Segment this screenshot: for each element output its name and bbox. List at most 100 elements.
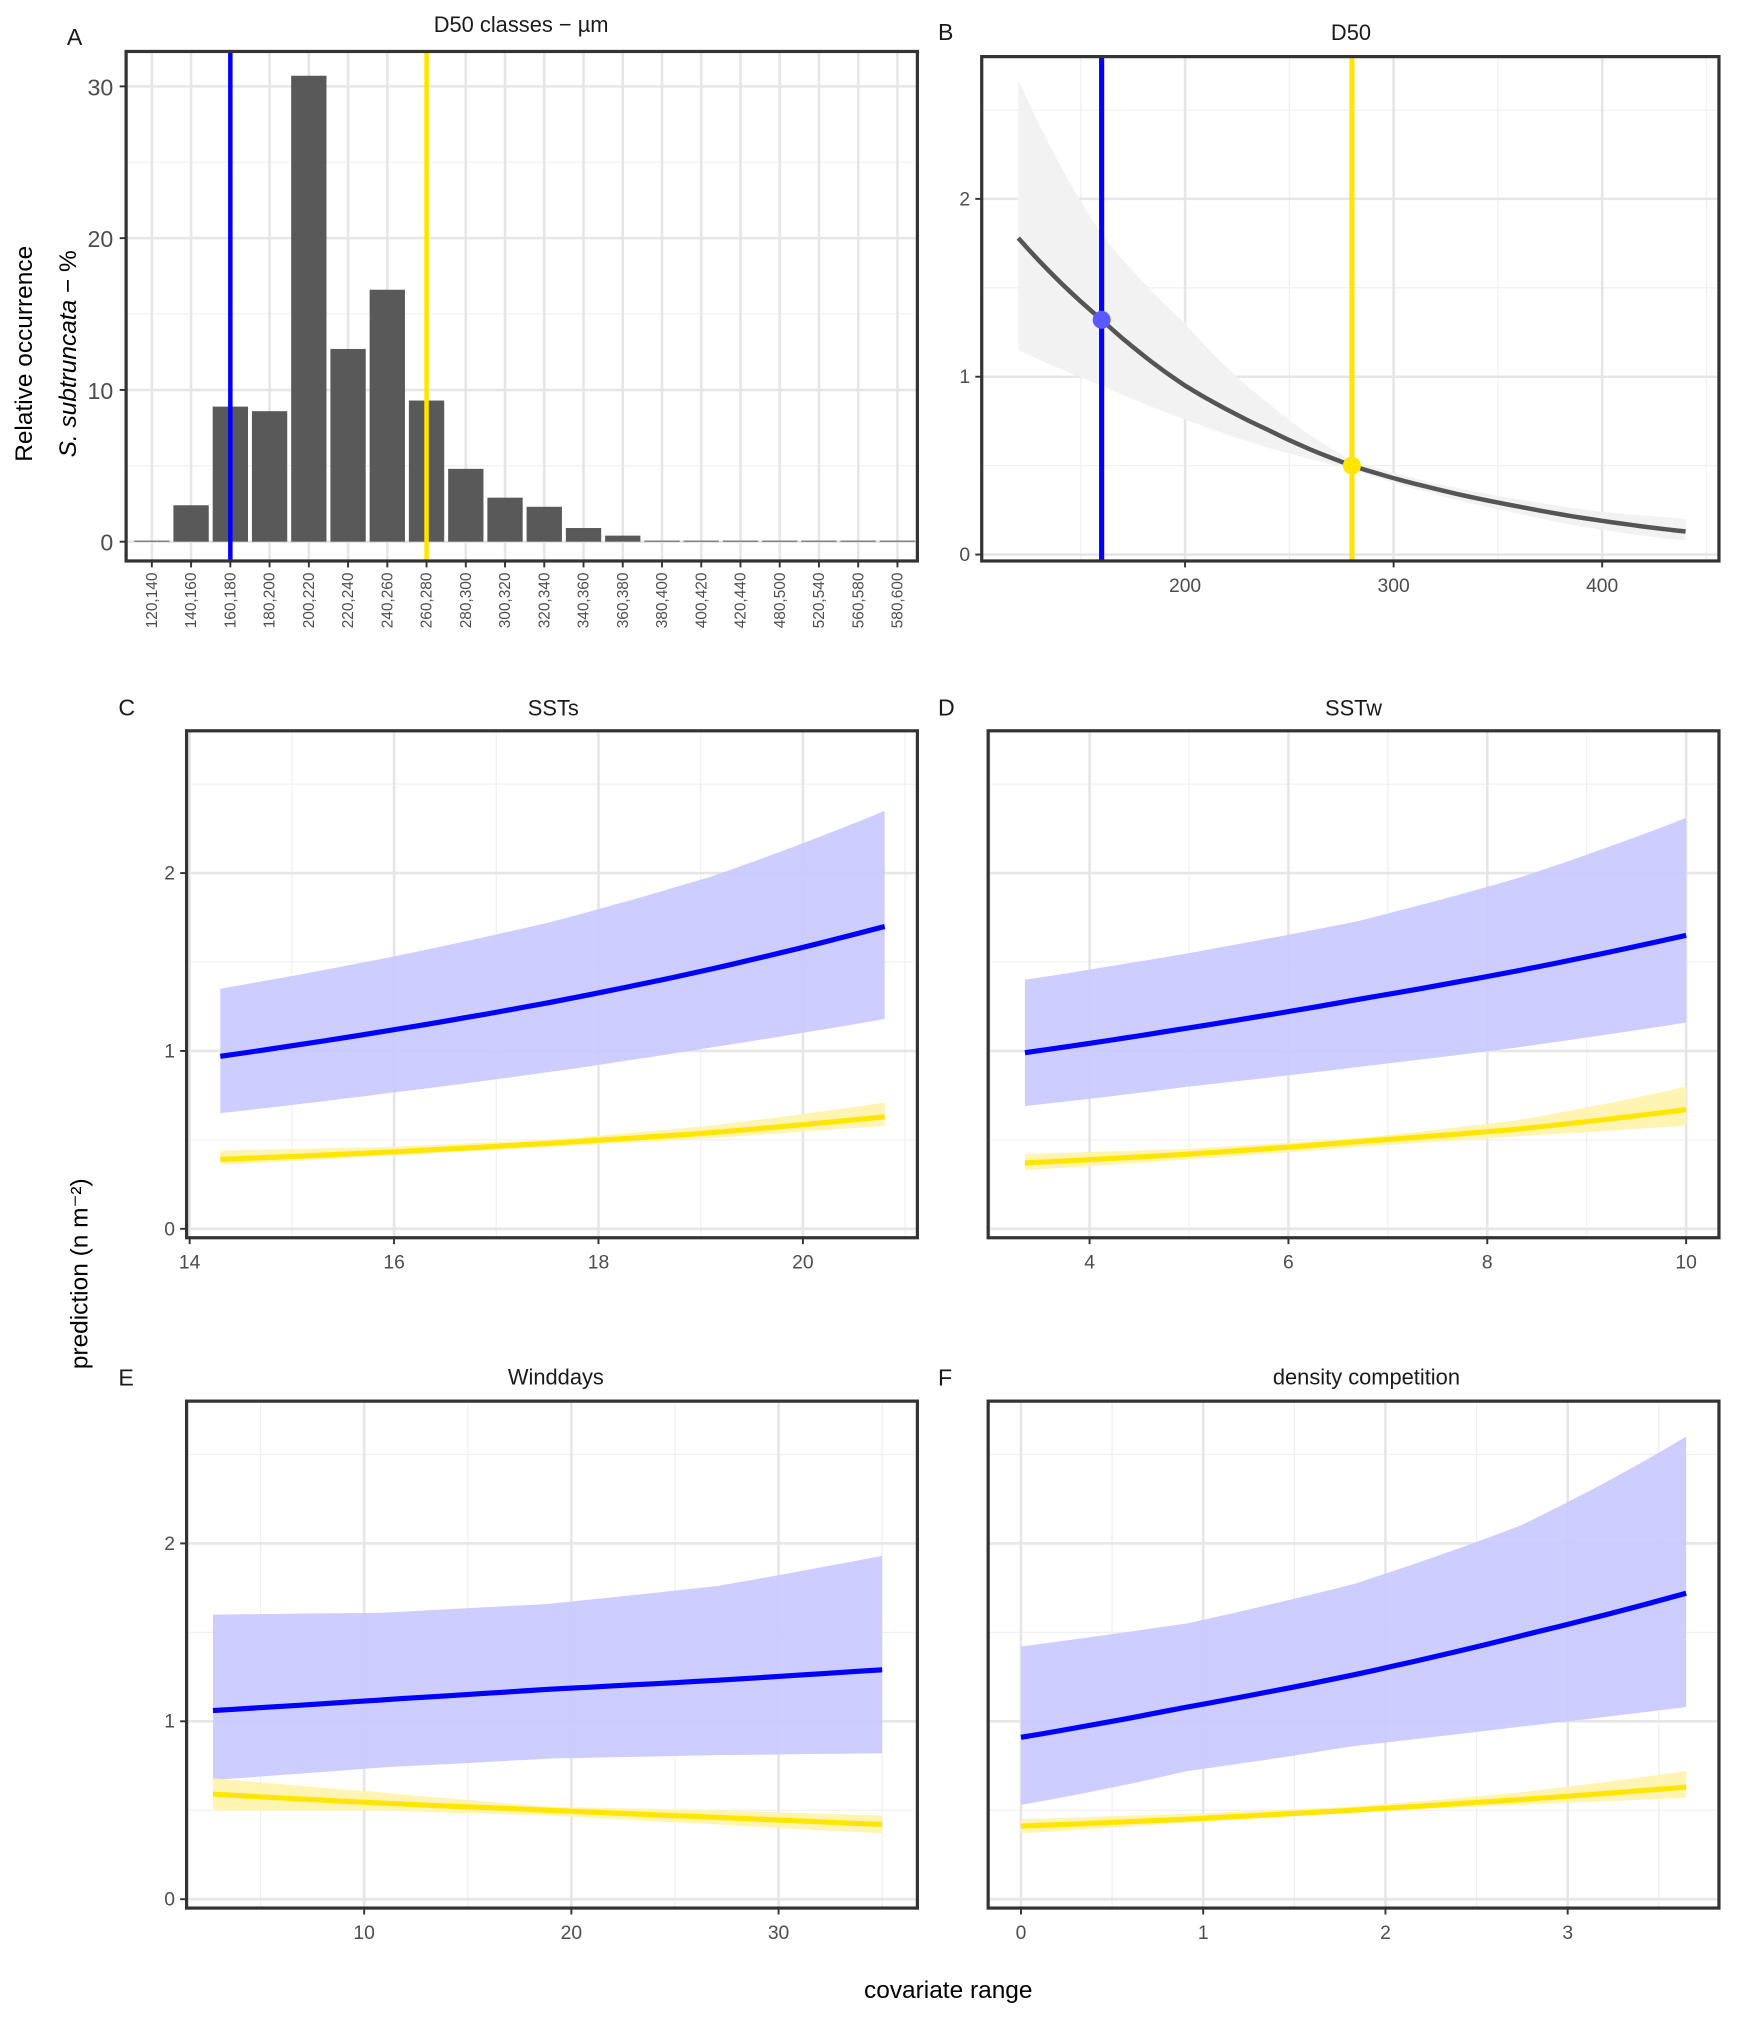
shared-y-axis-label: prediction (n m⁻²) xyxy=(67,1178,94,1369)
point-blue xyxy=(1092,310,1111,329)
bar-400-420 xyxy=(683,540,719,542)
y-tick-label: 0 xyxy=(100,530,113,556)
x-tick-label: 300 xyxy=(1378,576,1410,597)
point-yellow xyxy=(1342,456,1361,475)
blue-confidence-band xyxy=(220,810,885,1114)
y-tick-label: 10 xyxy=(88,378,114,404)
panel-b-title: D50 xyxy=(1331,20,1371,45)
x-tick-label: 8 xyxy=(1482,1253,1493,1274)
x-tick-label: 560,580 xyxy=(850,573,867,629)
bar-180-200 xyxy=(251,411,288,542)
bar-340-360 xyxy=(565,528,602,542)
bar-580-600 xyxy=(879,540,916,542)
panel-f-title: density competition xyxy=(1273,1364,1460,1389)
y-tick-label: 1 xyxy=(164,1712,175,1733)
x-tick-label: 280,300 xyxy=(458,573,475,629)
x-tick-label: 10 xyxy=(1675,1253,1696,1274)
panel-a-ylabel-line1: Relative occurrence xyxy=(11,246,38,462)
panel-letter-c: C xyxy=(118,694,135,720)
yellow-confidence-band xyxy=(1024,1086,1687,1171)
y-tick-label: 20 xyxy=(88,226,114,252)
x-tick-label: 360,380 xyxy=(615,573,632,629)
x-tick-label: 160,180 xyxy=(222,573,239,629)
y-tick-label: 0 xyxy=(164,1890,175,1911)
bar-560-580 xyxy=(840,540,876,542)
blue-fit-line xyxy=(1024,932,1687,1056)
yellow-fit-line xyxy=(212,1791,883,1828)
panel-border xyxy=(184,1399,919,1910)
panel-a: 0 10 20 30 120,140 140,160 160,180 180,200 200,2… xyxy=(88,49,919,629)
x-tick-label: 14 xyxy=(179,1253,201,1274)
panel-letter-a: A xyxy=(67,24,83,50)
x-tick-label: 3 xyxy=(1562,1923,1573,1944)
panel-border xyxy=(124,49,919,563)
panel-c-title: SSTs xyxy=(528,695,579,720)
panel-d-title: SSTw xyxy=(1325,695,1382,720)
x-tick-label: 380,400 xyxy=(654,573,671,629)
bar-120-140 xyxy=(134,540,170,542)
x-tick-label: 400,420 xyxy=(693,573,710,629)
x-tick-label: 240,260 xyxy=(379,573,396,629)
blue-fit-line xyxy=(219,924,886,1059)
x-tick-label: 1 xyxy=(1198,1923,1209,1944)
x-tick-label: 0 xyxy=(1016,1923,1027,1944)
panel-e: 10 20 30 0 1 2 xyxy=(164,1399,919,1944)
x-tick-label: 16 xyxy=(383,1253,404,1274)
x-tick-label: 320,340 xyxy=(536,573,553,629)
x-tick-label: 120,140 xyxy=(144,573,161,629)
confidence-band xyxy=(1018,79,1686,541)
yellow-fit-line xyxy=(220,1114,885,1163)
bar-520-540 xyxy=(801,540,837,542)
panel-border xyxy=(980,55,1721,563)
x-tick-label: 200,220 xyxy=(301,573,318,629)
ylabel-suffix: − % xyxy=(55,250,82,300)
panel-letter-f: F xyxy=(938,1365,952,1391)
panel-letter-d: D xyxy=(938,694,955,720)
bar-280-300 xyxy=(448,468,484,542)
panel-d: 4 6 8 10 xyxy=(986,729,1721,1274)
x-tick-label: 10 xyxy=(353,1923,374,1944)
x-tick-label: 180,200 xyxy=(262,573,279,629)
blue-fit-line xyxy=(212,1667,883,1714)
blue-fit-line xyxy=(1020,1590,1687,1740)
blue-confidence-band xyxy=(212,1555,883,1781)
x-tick-label: 30 xyxy=(768,1923,789,1944)
bar-240-260 xyxy=(369,289,405,542)
yellow-confidence-band xyxy=(212,1778,883,1834)
x-tick-label: 340,360 xyxy=(576,573,593,629)
x-tick-label: 580,600 xyxy=(890,573,907,629)
panel-border xyxy=(986,1399,1721,1910)
panel-border xyxy=(986,729,1721,1240)
x-tick-label: 6 xyxy=(1283,1253,1294,1274)
bar-480-500 xyxy=(762,540,798,542)
species-name: S. subtruncata xyxy=(55,300,82,458)
bar-140-160 xyxy=(173,505,209,542)
x-tick-label: 420,440 xyxy=(733,573,750,629)
y-tick-label: 2 xyxy=(164,864,175,885)
bar-200-220 xyxy=(291,75,327,542)
panel-a-ylabel-line2: S. subtruncata − % xyxy=(55,250,82,457)
y-tick-label: 2 xyxy=(164,1534,175,1555)
panel-f: 0 1 2 3 xyxy=(986,1399,1721,1944)
panel-b: 200 300 400 0 1 2 xyxy=(959,55,1721,597)
x-tick-label: 520,540 xyxy=(811,573,828,629)
panel-letter-b: B xyxy=(938,19,953,45)
x-tick-label: 140,160 xyxy=(183,573,200,629)
yellow-confidence-band xyxy=(220,1102,885,1165)
y-tick-label: 1 xyxy=(164,1041,175,1062)
panel-c: 14 16 18 20 0 1 2 xyxy=(164,729,919,1274)
blue-confidence-band xyxy=(1020,1436,1687,1805)
bar-420-440 xyxy=(722,540,759,542)
x-tick-label: 200 xyxy=(1169,576,1201,597)
bar-380-400 xyxy=(644,540,680,542)
x-tick-label: 300,320 xyxy=(497,573,514,629)
panel-letter-e: E xyxy=(118,1365,133,1391)
panel-a-title: D50 classes − µm xyxy=(434,12,609,37)
bar-320-340 xyxy=(526,506,562,542)
x-tick-label: 4 xyxy=(1084,1253,1095,1274)
yellow-fit-line xyxy=(1024,1107,1687,1166)
x-tick-label: 2 xyxy=(1380,1923,1391,1944)
panel-border xyxy=(184,729,919,1240)
blue-confidence-band xyxy=(1024,817,1687,1107)
